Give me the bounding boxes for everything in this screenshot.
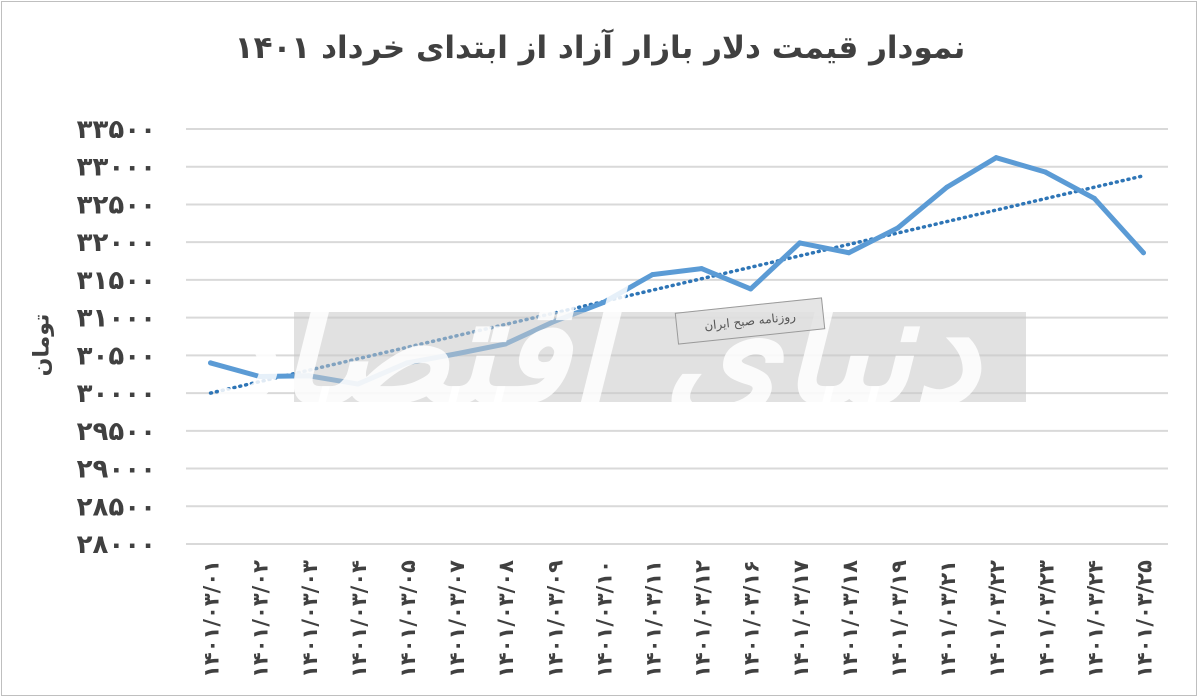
x-tick-label: ۱۴۰۱/۰۳/۱۶ bbox=[740, 560, 764, 678]
data-point bbox=[846, 250, 852, 256]
x-tick-label: ۱۴۰۱/۰۳/۱۱ bbox=[641, 560, 665, 678]
x-tick-label: ۱۴۰۱/۰۳/۲۲ bbox=[985, 560, 1009, 678]
x-tick-label: ۱۴۰۱/۰۳/۱۸ bbox=[838, 560, 862, 678]
y-tick-label: ۳۳۵۰۰ bbox=[77, 115, 156, 145]
y-tick-label: ۳۲۰۰۰ bbox=[77, 228, 156, 258]
data-point bbox=[748, 286, 754, 292]
x-tick-label: ۱۴۰۱/۰۳/۲۳ bbox=[1034, 560, 1058, 678]
data-point bbox=[600, 300, 606, 306]
x-axis-ticks: ۱۴۰۱/۰۳/۰۱ ۱۴۰۱/۰۳/۰۲ ۱۴۰۱/۰۳/۰۳ ۱۴۰۱/۰۳/۰۴… bbox=[200, 560, 1157, 678]
x-tick-label: ۱۴۰۱/۰۳/۲۴ bbox=[1083, 560, 1107, 678]
data-point bbox=[257, 373, 263, 379]
data-point bbox=[699, 266, 705, 272]
y-tick-label: ۳۳۰۰۰ bbox=[77, 153, 156, 183]
x-tick-label: ۱۴۰۱/۰۳/۰۱ bbox=[200, 560, 224, 678]
x-tick-label: ۱۴۰۱/۰۳/۰۴ bbox=[347, 560, 371, 678]
data-point bbox=[993, 155, 999, 161]
y-tick-label: ۲۸۵۰۰ bbox=[77, 492, 156, 522]
y-tick-label: ۳۱۰۰۰ bbox=[77, 304, 156, 334]
y-axis-ticks: ۲۸۰۰۰ ۲۸۵۰۰ ۲۹۰۰۰ ۲۹۵۰۰ ۳۰۰۰۰ ۳۰۵۰۰ ۳۱۰۰۰ ۳۱۵۰۰… bbox=[77, 115, 156, 560]
y-tick-label: ۳۱۵۰۰ bbox=[77, 266, 156, 296]
y-tick-label: ۲۹۰۰۰ bbox=[77, 455, 156, 485]
data-point bbox=[944, 184, 950, 190]
y-axis-label: تومان bbox=[29, 313, 55, 377]
x-tick-label: ۱۴۰۱/۰۳/۱۰ bbox=[592, 560, 616, 678]
data-point bbox=[208, 360, 214, 366]
x-tick-label: ۱۴۰۱/۰۳/۱۹ bbox=[887, 560, 911, 678]
trendline bbox=[208, 174, 1146, 395]
data-point bbox=[797, 240, 803, 246]
data-point bbox=[895, 225, 901, 231]
x-tick-label: ۱۴۰۱/۰۳/۲۱ bbox=[936, 560, 960, 678]
x-tick-label: ۱۴۰۱/۰۳/۲۵ bbox=[1132, 560, 1156, 678]
data-point bbox=[1140, 250, 1146, 256]
y-tick-label: ۳۰۵۰۰ bbox=[77, 341, 156, 371]
y-tick-label: ۳۰۰۰۰ bbox=[77, 379, 156, 409]
x-tick-label: ۱۴۰۱/۰۳/۰۹ bbox=[543, 560, 567, 678]
y-tick-label: ۳۲۵۰۰ bbox=[77, 190, 156, 220]
x-tick-label: ۱۴۰۱/۰۳/۰۳ bbox=[298, 560, 322, 678]
x-tick-label: ۱۴۰۱/۰۳/۰۵ bbox=[396, 560, 420, 678]
data-point bbox=[649, 272, 655, 278]
x-tick-label: ۱۴۰۱/۰۳/۰۲ bbox=[249, 560, 273, 678]
y-tick-label: ۲۸۰۰۰ bbox=[77, 530, 156, 560]
watermark-band bbox=[294, 312, 1026, 402]
x-tick-label: ۱۴۰۱/۰۳/۰۷ bbox=[445, 560, 469, 678]
x-tick-label: ۱۴۰۱/۰۳/۰۸ bbox=[494, 560, 518, 678]
y-tick-label: ۲۹۵۰۰ bbox=[77, 417, 156, 447]
data-point bbox=[1091, 195, 1097, 201]
x-tick-label: ۱۴۰۱/۰۳/۱۷ bbox=[789, 560, 813, 678]
x-tick-label: ۱۴۰۱/۰۳/۱۲ bbox=[691, 560, 715, 678]
chart-title: نمودار قیمت دلار بازار آزاد از ابتدای خر… bbox=[234, 30, 966, 66]
data-point bbox=[1042, 169, 1048, 175]
watermark-logo: دنیای اقتصاد bbox=[209, 262, 984, 438]
